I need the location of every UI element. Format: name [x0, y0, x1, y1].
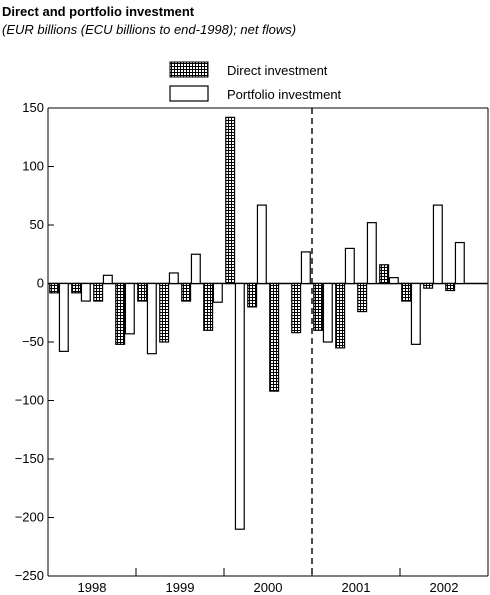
legend-label-direct: Direct investment [227, 63, 328, 78]
bar-direct-investment [159, 282, 170, 343]
bar-direct-investment [225, 116, 236, 285]
bar-portfolio-investment [300, 251, 311, 285]
y-tick-label: −250 [15, 568, 44, 583]
bars [49, 116, 465, 530]
bar-portfolio-investment [102, 274, 113, 285]
bar-portfolio-investment [256, 204, 267, 285]
bar-direct-investment [379, 264, 390, 285]
legend-label-portfolio: Portfolio investment [227, 87, 342, 102]
bar-direct-investment [93, 282, 104, 302]
bar-direct-investment [269, 282, 280, 392]
bar-direct-investment [115, 282, 126, 345]
bar-portfolio-investment [124, 282, 135, 335]
bar-direct-investment [313, 282, 324, 331]
chart-title: Direct and portfolio investment [2, 4, 195, 19]
bar-direct-investment [49, 282, 60, 294]
y-tick-label: −150 [15, 451, 44, 466]
y-tick-label: 50 [30, 217, 44, 232]
bar-direct-investment [423, 282, 434, 289]
chart-subtitle: (EUR billions (ECU billions to end-1998)… [2, 22, 297, 37]
bar-portfolio-investment [190, 253, 201, 285]
bar-portfolio-investment [234, 282, 245, 530]
legend-swatch-portfolio [169, 85, 209, 102]
bar-direct-investment [137, 282, 148, 302]
bar-portfolio-investment [366, 222, 377, 285]
bar-portfolio-investment [432, 204, 443, 285]
bar-portfolio-investment [80, 282, 91, 302]
bar-direct-investment [445, 282, 456, 292]
bar-portfolio-investment [454, 241, 465, 285]
y-tick-label: −200 [15, 510, 44, 525]
y-tick-label: −50 [22, 334, 44, 349]
bar-direct-investment [335, 282, 346, 349]
x-tick-label: 2000 [254, 580, 283, 595]
bar-portfolio-investment [212, 282, 223, 303]
x-tick-label: 2001 [342, 580, 371, 595]
y-tick-label: 100 [22, 159, 44, 174]
bar-portfolio-investment [388, 277, 399, 285]
bar-portfolio-investment [146, 282, 157, 355]
x-tick-label: 1999 [166, 580, 195, 595]
bar-direct-investment [291, 282, 302, 334]
bar-portfolio-investment [410, 282, 421, 345]
bar-portfolio-investment [58, 282, 69, 352]
y-tick-label: 0 [37, 276, 44, 291]
bar-direct-investment [247, 282, 258, 308]
y-tick-label: −100 [15, 393, 44, 408]
bar-portfolio-investment [322, 282, 333, 343]
bar-direct-investment [401, 282, 412, 302]
bar-direct-investment [203, 282, 214, 331]
x-tick-label: 1998 [78, 580, 107, 595]
y-tick-label: 150 [22, 100, 44, 115]
bar-portfolio-investment [344, 247, 355, 285]
bar-direct-investment [181, 282, 192, 302]
legend: Direct investment Portfolio investment [169, 61, 342, 102]
axes: 150 100 50 0 −50 −100 −150 −200 −250 1998 1999 2000… [15, 100, 489, 595]
x-tick-label: 2002 [430, 580, 459, 595]
bar-portfolio-investment [168, 272, 179, 285]
legend-swatch-direct [169, 61, 209, 78]
bar-direct-investment [357, 282, 368, 313]
bar-direct-investment [71, 282, 82, 294]
